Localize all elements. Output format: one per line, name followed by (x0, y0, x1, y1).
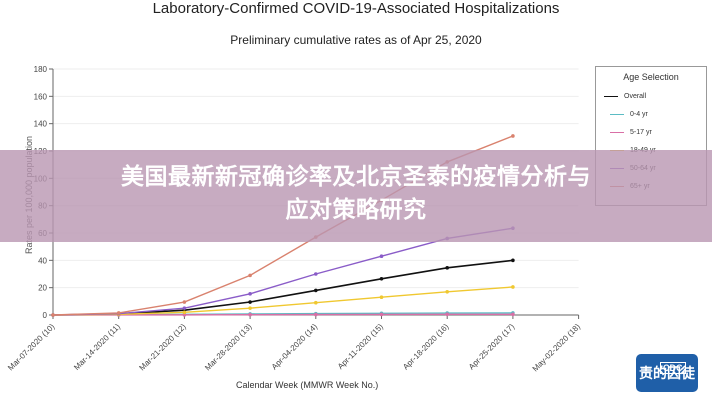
data-point[interactable] (445, 289, 450, 294)
data-point[interactable] (248, 273, 252, 278)
y-tick-label: 20 (38, 284, 47, 293)
data-point[interactable] (445, 266, 450, 270)
series-line-18-49-yr[interactable] (52, 286, 513, 316)
headline-line-2: 应对策略研究 (285, 197, 427, 223)
x-tick-label: Apr-25-2020 (17) (467, 322, 517, 372)
x-tick-label: Mar-28-2020 (13) (203, 322, 254, 373)
data-point[interactable] (314, 300, 318, 305)
legend-item[interactable]: Overall (604, 93, 646, 100)
data-point[interactable] (511, 285, 515, 289)
data-point[interactable] (379, 276, 384, 281)
x-tick-label: Apr-11-2020 (15) (336, 322, 385, 371)
x-tick-label: Mar-07-2020 (10) (6, 322, 57, 373)
data-point[interactable] (314, 288, 318, 293)
x-tick-label: May-02-2020 (18) (531, 322, 583, 374)
x-tick-label: Mar-21-2020 (12) (137, 322, 188, 373)
data-point[interactable] (445, 312, 450, 317)
headline-line-1: 美国最新新冠确诊率及北京圣泰的疫情分析与 (121, 164, 591, 190)
legend-item[interactable]: 5-17 yr (610, 129, 652, 136)
y-tick-label: 40 (38, 256, 47, 265)
chart-subtitle: Preliminary cumulative rates as of Apr 2… (230, 33, 482, 47)
data-point[interactable] (314, 312, 318, 317)
data-point[interactable] (511, 312, 515, 317)
data-point[interactable] (248, 292, 252, 296)
legend-item[interactable]: 0-4 yr (610, 111, 648, 118)
data-point[interactable] (379, 254, 384, 259)
data-point[interactable] (511, 258, 515, 263)
y-tick-label: 160 (34, 92, 48, 101)
legend-swatch (604, 95, 618, 98)
data-point[interactable] (511, 134, 515, 138)
data-point[interactable] (182, 300, 187, 304)
x-tick-label: Apr-04-2020 (14) (270, 322, 320, 372)
data-point[interactable] (182, 310, 187, 315)
x-tick-label: Mar-14-2020 (11) (72, 322, 122, 372)
y-tick-label: 0 (43, 311, 48, 320)
legend-label: Overall (624, 93, 647, 100)
x-tick-label: Apr-18-2020 (16) (401, 322, 451, 372)
data-point[interactable] (248, 312, 252, 317)
legend-swatch (610, 131, 624, 134)
chart-title: Laboratory-Confirmed COVID-19-Associated… (152, 0, 560, 17)
data-point[interactable] (379, 295, 384, 300)
x-axis-label: Calendar Week (MMWR Week No.) (236, 380, 379, 390)
data-point[interactable] (182, 306, 187, 310)
legend-label: 0-4 yr (630, 111, 648, 118)
headline-banner (0, 150, 712, 242)
data-point[interactable] (248, 306, 252, 310)
data-point[interactable] (314, 272, 318, 276)
legend-title: Age Selection (623, 72, 679, 82)
data-point[interactable] (248, 300, 252, 304)
legend-label: 5-17 yr (630, 129, 652, 136)
legend-swatch (610, 113, 624, 116)
y-tick-label: 180 (34, 65, 48, 74)
cdc-logo: 责的囚徒 (636, 354, 698, 392)
headline-text: 美国最新新冠确诊率及北京圣泰的疫情分析与 应对策略研究 (0, 161, 712, 227)
data-point[interactable] (182, 313, 187, 317)
data-point[interactable] (51, 313, 55, 317)
cdc-logo-text: CDC (660, 362, 686, 374)
series-line-5-17-yr[interactable] (52, 313, 513, 316)
data-point[interactable] (116, 311, 121, 315)
data-point[interactable] (379, 312, 384, 317)
series-lines (51, 134, 515, 317)
y-tick-label: 140 (34, 120, 48, 129)
